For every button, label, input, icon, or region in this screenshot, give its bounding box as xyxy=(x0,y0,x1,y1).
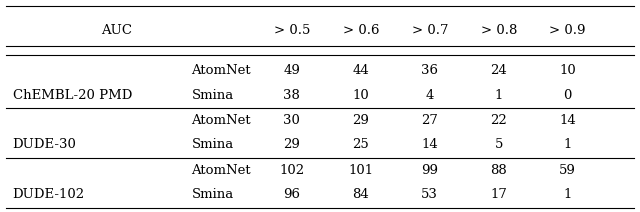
Text: DUDE-102: DUDE-102 xyxy=(13,188,84,201)
Text: 1: 1 xyxy=(564,188,572,201)
Text: 88: 88 xyxy=(490,164,507,177)
Text: AtomNet: AtomNet xyxy=(191,114,251,127)
Text: > 0.9: > 0.9 xyxy=(550,24,586,37)
Text: AtomNet: AtomNet xyxy=(191,64,251,77)
Text: 17: 17 xyxy=(490,188,507,201)
Text: 4: 4 xyxy=(426,89,434,102)
Text: AUC: AUC xyxy=(100,24,132,37)
Text: 30: 30 xyxy=(284,114,300,127)
Text: 5: 5 xyxy=(495,138,503,151)
Text: 49: 49 xyxy=(284,64,300,77)
Text: 102: 102 xyxy=(279,164,305,177)
Text: 14: 14 xyxy=(559,114,576,127)
Text: 99: 99 xyxy=(421,164,438,177)
Text: 101: 101 xyxy=(348,164,373,177)
Text: 44: 44 xyxy=(353,64,369,77)
Text: AtomNet: AtomNet xyxy=(191,164,251,177)
Text: 10: 10 xyxy=(353,89,369,102)
Text: > 0.5: > 0.5 xyxy=(273,24,310,37)
Text: 1: 1 xyxy=(564,138,572,151)
Text: 10: 10 xyxy=(559,64,576,77)
Text: 36: 36 xyxy=(421,64,438,77)
Text: DUDE-30: DUDE-30 xyxy=(13,138,77,151)
Text: > 0.7: > 0.7 xyxy=(412,24,448,37)
Text: > 0.6: > 0.6 xyxy=(342,24,379,37)
Text: > 0.8: > 0.8 xyxy=(481,24,517,37)
Text: 14: 14 xyxy=(421,138,438,151)
Text: 53: 53 xyxy=(421,188,438,201)
Text: 59: 59 xyxy=(559,164,576,177)
Text: ChEMBL-20 PMD: ChEMBL-20 PMD xyxy=(13,89,132,102)
Text: 24: 24 xyxy=(490,64,507,77)
Text: 96: 96 xyxy=(284,188,300,201)
Text: 29: 29 xyxy=(353,114,369,127)
Text: 27: 27 xyxy=(421,114,438,127)
Text: Smina: Smina xyxy=(191,89,234,102)
Text: 0: 0 xyxy=(564,89,572,102)
Text: Smina: Smina xyxy=(191,188,234,201)
Text: 22: 22 xyxy=(490,114,507,127)
Text: Smina: Smina xyxy=(191,138,234,151)
Text: 1: 1 xyxy=(495,89,503,102)
Text: 84: 84 xyxy=(353,188,369,201)
Text: 29: 29 xyxy=(284,138,300,151)
Text: 38: 38 xyxy=(284,89,300,102)
Text: 25: 25 xyxy=(353,138,369,151)
